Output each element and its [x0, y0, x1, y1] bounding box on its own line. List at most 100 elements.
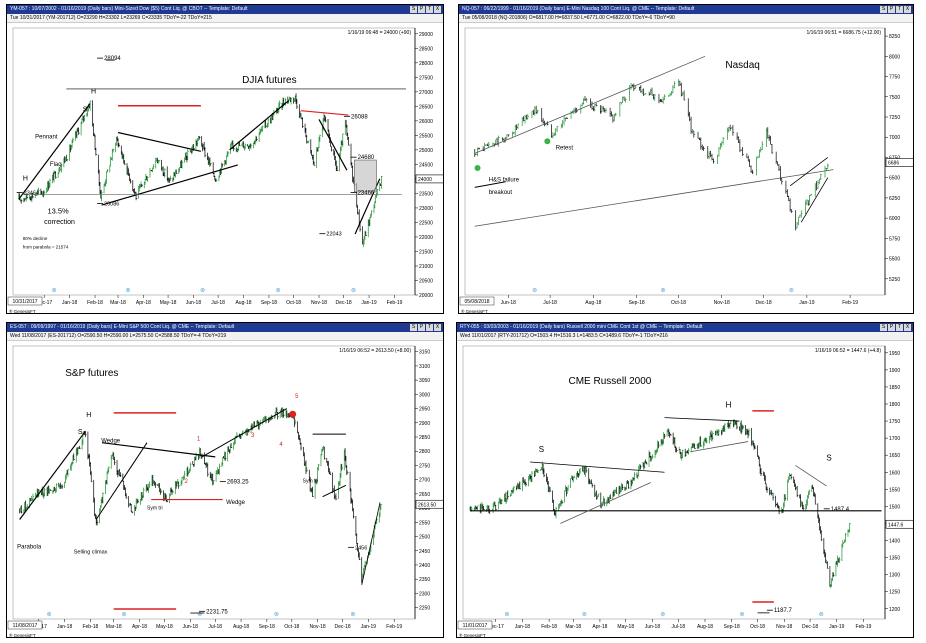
- y-tick-label: 25500: [419, 133, 433, 139]
- window-button-0[interactable]: S: [410, 324, 417, 331]
- y-tick-label: 29000: [419, 32, 433, 38]
- y-tick-label: 1850: [889, 385, 900, 391]
- y-tick-label: 5500: [889, 257, 900, 263]
- y-tick-label: 2600: [419, 506, 430, 512]
- chart-timestamp: 1/16/19 06:48 = 24000 (+90): [348, 30, 412, 36]
- trendline: [474, 181, 506, 188]
- y-tick-label: 2300: [419, 591, 430, 597]
- bar-info-line: Tue 05/08/2018 (NQ-201806) O=6817.00 H=6…: [459, 14, 913, 23]
- y-tick-label: 2250: [419, 606, 430, 612]
- window-button-0[interactable]: S: [880, 324, 887, 331]
- window-button-3[interactable]: X: [904, 324, 911, 331]
- date-badge: 11/08/2017: [13, 623, 38, 629]
- trendline: [101, 442, 216, 458]
- window-button-3[interactable]: X: [434, 324, 441, 331]
- window-button-1[interactable]: P: [418, 6, 425, 13]
- event-marker-icon: ⊚: [125, 288, 130, 294]
- window-button-2[interactable]: T: [896, 324, 903, 331]
- chart-title: S&P futures: [65, 368, 118, 379]
- chart-annotation: 23466: [358, 190, 375, 196]
- event-marker-icon: ⊚: [532, 288, 537, 294]
- last-price-badge-box: [415, 174, 443, 184]
- y-tick-label: 5750: [889, 236, 900, 242]
- y-tick-label: 28500: [419, 46, 433, 52]
- x-tick-label: Jan-18: [62, 300, 78, 306]
- y-tick-label: 2750: [419, 463, 430, 469]
- y-tick-label: 3050: [419, 378, 430, 384]
- window-button-0[interactable]: S: [880, 6, 887, 13]
- window-button-2[interactable]: T: [426, 324, 433, 331]
- y-tick-label: 1350: [889, 556, 900, 562]
- x-tick-label: Dec-17: [488, 624, 504, 630]
- trendline: [229, 100, 290, 151]
- x-tick-label: Nov-18: [310, 624, 326, 630]
- chart-annotation: from parabola = 21574: [23, 245, 69, 250]
- window-button-2[interactable]: T: [896, 6, 903, 13]
- event-marker-icon: ⊚: [504, 612, 509, 618]
- window-button-0[interactable]: S: [410, 6, 417, 13]
- x-tick-label: Jun-18: [186, 300, 202, 306]
- x-tick-label: Nov-18: [776, 624, 792, 630]
- chart-annotation: 2456: [355, 545, 367, 551]
- y-tick-label: 1400: [889, 539, 900, 545]
- chart-annotation: S: [83, 107, 88, 114]
- date-badge-box: [7, 620, 43, 630]
- x-tick-label: Oct-18: [286, 300, 301, 306]
- chart-annotation: 1187.7: [774, 608, 793, 614]
- y-tick-label: 2950: [419, 407, 430, 413]
- y-tick-label: 21500: [419, 249, 433, 255]
- sp-chart-panel[interactable]: ES-057 : 09/09/1997 - 01/16/2019 (Daily …: [6, 322, 444, 638]
- window-button-1[interactable]: P: [888, 324, 895, 331]
- x-tick-label: Oct-18: [671, 300, 686, 306]
- y-tick-label: 1500: [889, 504, 900, 510]
- x-tick-label: Nov-18: [311, 300, 327, 306]
- footer-brand: ® GenesisFT: [461, 308, 488, 314]
- chart-annotation: 80% decline: [23, 236, 48, 241]
- chart-timestamp: 1/16/19 06:52 = 2613.50 (+8.00): [339, 348, 411, 354]
- trendline: [690, 441, 749, 453]
- window-button-3[interactable]: X: [434, 6, 441, 13]
- event-marker-icon: ⊚: [122, 612, 127, 618]
- x-tick-label: Oct-18: [750, 624, 765, 630]
- djia-price-chart[interactable]: 20000 20500 21000 21500 22000 22500 23000 23500…: [7, 22, 444, 314]
- event-marker-icon: ⊚: [47, 612, 52, 618]
- nasdaq-price-chart[interactable]: 5250550057506000625065006750700072507500…: [459, 22, 914, 314]
- event-marker-icon: ⊚: [351, 288, 356, 294]
- chart-annotation: 24680: [358, 155, 375, 161]
- x-tick-label: Dec-18: [756, 300, 772, 306]
- trendline: [322, 484, 347, 498]
- window-button-2[interactable]: T: [426, 6, 433, 13]
- chart-timestamp: 1/16/19 06:51 = 6686.75 (+12.00): [806, 30, 881, 36]
- x-tick-label: Sep-18: [629, 300, 645, 306]
- nasdaq-chart-panel[interactable]: NQ-057 : 06/22/1999 - 01/16/2019 (Daily …: [458, 4, 914, 314]
- x-tick-label: Dec-18: [802, 624, 818, 630]
- window-button-1[interactable]: P: [888, 6, 895, 13]
- footer-brand: ® GenesisFT: [459, 632, 486, 638]
- bar-info-line: Wed 11/08/2017 (ES-201712) O=2590.50 H=2…: [7, 332, 443, 341]
- x-tick-label: Aug-18: [235, 300, 251, 306]
- y-tick-label: 28000: [419, 61, 433, 67]
- x-tick-label: Jun-18: [183, 624, 199, 630]
- y-tick-label: 8250: [889, 34, 900, 40]
- y-tick-label: 2400: [419, 563, 430, 569]
- russell-price-chart[interactable]: 1200125013001350140014501500155016001650…: [457, 340, 914, 638]
- window-button-3[interactable]: X: [904, 6, 911, 13]
- chart-annotation: 3: [251, 433, 255, 439]
- x-tick-label: May-18: [160, 300, 177, 306]
- x-tick-label: Apr-18: [592, 624, 607, 630]
- y-tick-label: 1900: [889, 368, 900, 374]
- y-tick-label: 2850: [419, 435, 430, 441]
- chart-annotation: 2231.75: [206, 609, 228, 615]
- event-marker-icon: ⊚: [52, 288, 57, 294]
- y-tick-label: 7750: [889, 75, 900, 81]
- y-tick-label: 22500: [419, 220, 433, 226]
- last-price-badge-box: [415, 499, 443, 509]
- russell-chart-panel[interactable]: RTY-055 : 03/03/2003 - 01/16/2019 (Daily…: [456, 322, 914, 638]
- window-button-1[interactable]: P: [418, 324, 425, 331]
- djia-chart-panel[interactable]: YM-057 : 10/07/2002 - 01/16/2019 (Daily …: [6, 4, 444, 314]
- x-tick-label: Feb-18: [82, 624, 98, 630]
- y-tick-label: 23500: [419, 191, 433, 197]
- sp-price-chart[interactable]: 2250 2300 2350 2400 2450 2500 2550 2600 2650 2700…: [7, 340, 444, 638]
